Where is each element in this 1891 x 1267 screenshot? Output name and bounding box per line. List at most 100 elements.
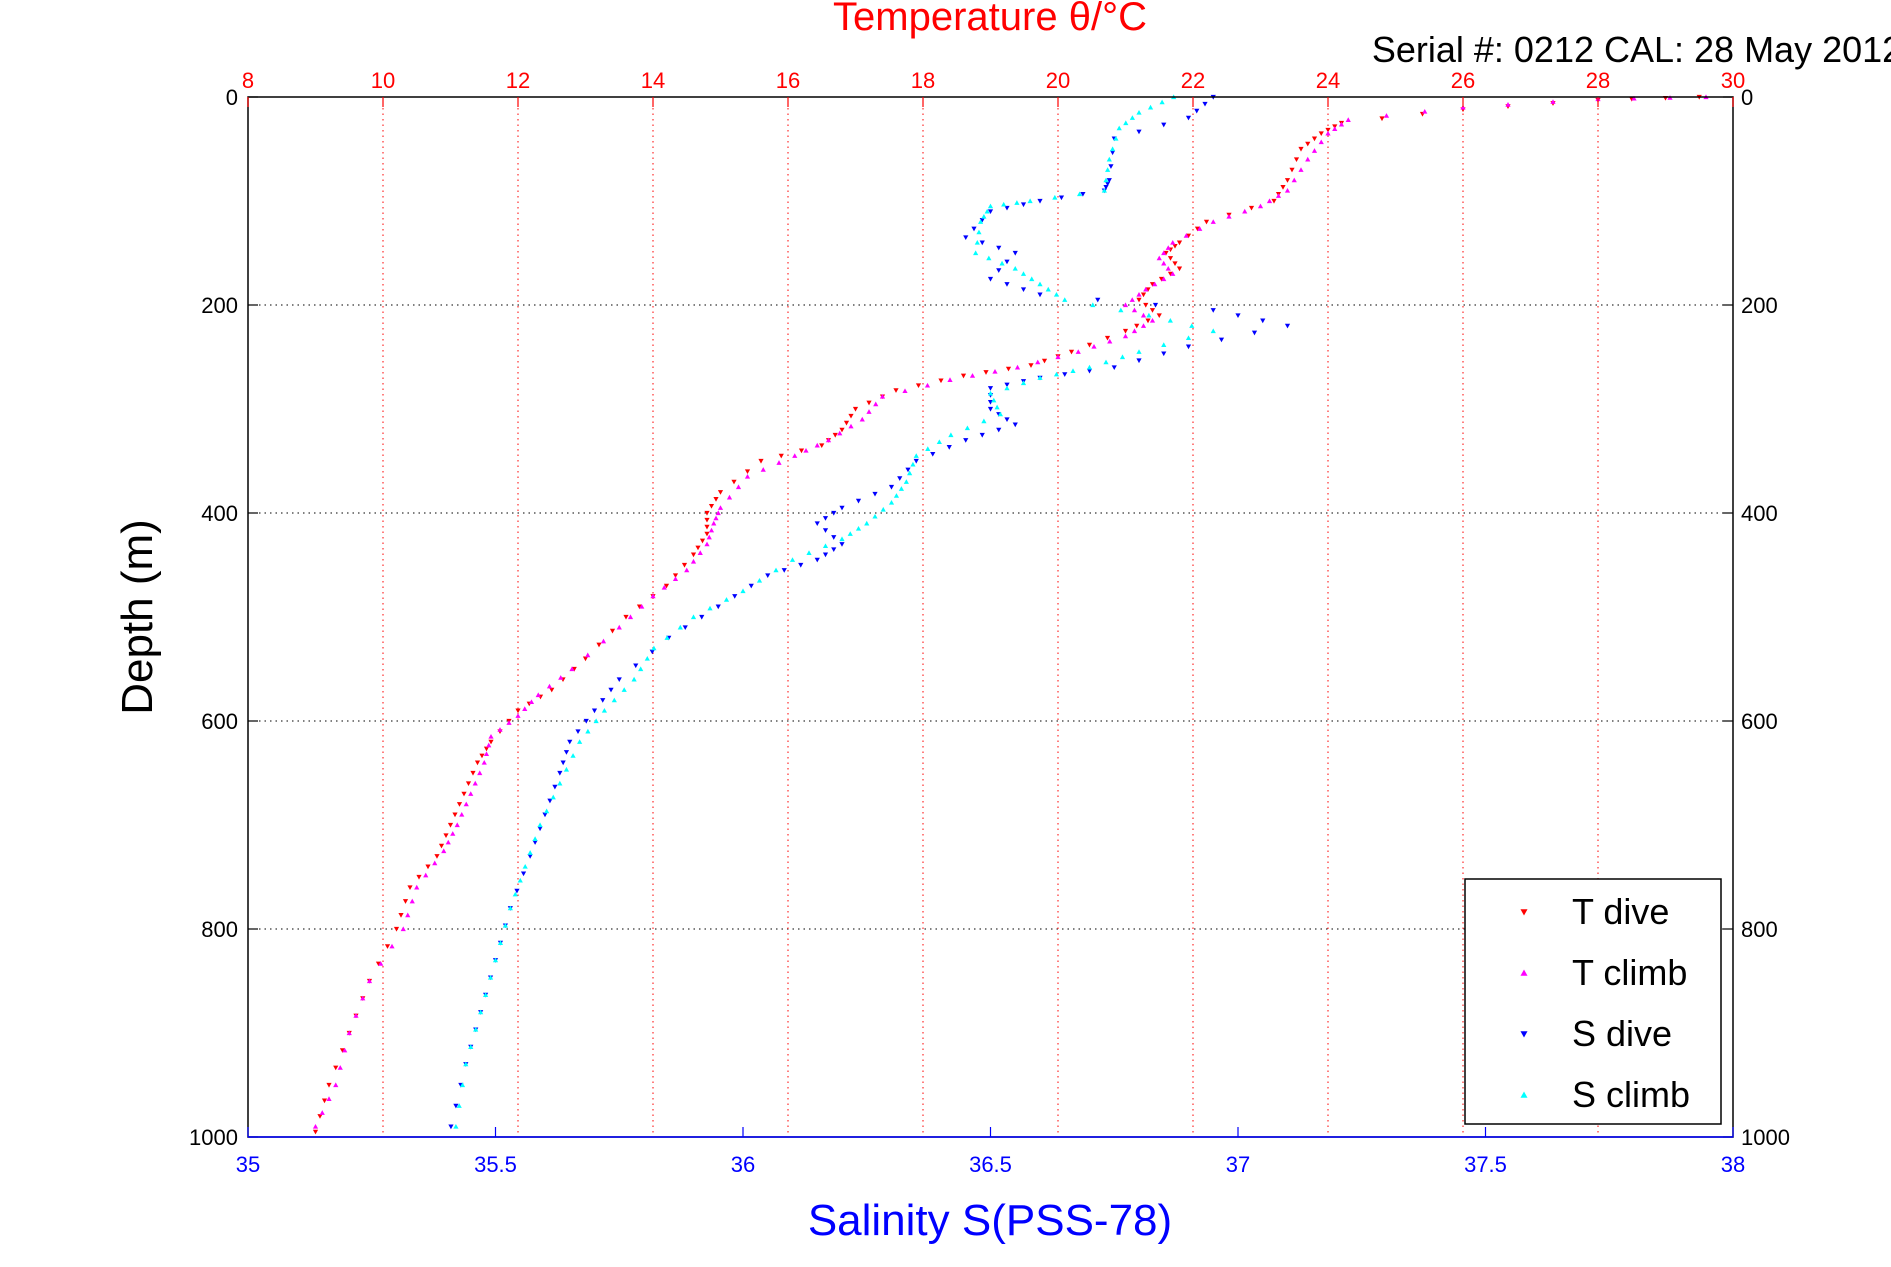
point-s-climb — [978, 219, 984, 224]
point-t-climb — [760, 467, 766, 472]
point-s-climb — [1136, 110, 1142, 115]
point-t-climb — [441, 848, 447, 854]
point-s-climb — [1077, 191, 1083, 197]
depth-tick-label-right: 400 — [1741, 501, 1778, 526]
point-s-dive — [822, 552, 829, 558]
point-t-climb — [1131, 328, 1138, 334]
point-s-climb — [936, 439, 942, 445]
point-s-climb — [1116, 125, 1122, 131]
point-s-dive — [897, 476, 903, 481]
point-t-climb — [650, 593, 656, 599]
point-t-climb — [1129, 297, 1135, 302]
legend-label-s-climb: S climb — [1572, 1074, 1690, 1115]
temperature-tick-label: 24 — [1316, 68, 1340, 93]
point-s-dive — [798, 562, 804, 568]
legend-marker-t-dive — [1520, 909, 1528, 916]
point-s-climb — [740, 588, 746, 594]
salinity-tick-label: 38 — [1721, 1152, 1745, 1177]
point-t-climb — [1161, 276, 1167, 282]
point-t-climb — [414, 884, 420, 890]
point-t-dive — [317, 1114, 323, 1119]
point-s-climb — [981, 418, 987, 424]
point-t-dive — [1305, 141, 1311, 147]
point-t-climb — [639, 604, 645, 609]
legend-marker-t-climb — [1520, 969, 1528, 976]
point-s-climb — [463, 1061, 469, 1067]
point-t-climb — [346, 1030, 352, 1036]
point-t-climb — [600, 638, 607, 644]
point-t-climb — [378, 961, 384, 966]
legend-marker-s-climb — [1520, 1091, 1528, 1098]
point-s-dive — [1103, 185, 1109, 190]
point-t-dive — [407, 885, 413, 890]
point-s-dive — [537, 826, 543, 832]
point-t-climb — [1165, 245, 1171, 250]
point-t-climb — [409, 898, 415, 904]
point-s-climb — [976, 229, 982, 235]
point-t-climb — [1631, 95, 1637, 101]
depth-tick-label-right: 600 — [1741, 709, 1778, 734]
point-s-dive — [1161, 351, 1167, 357]
point-s-climb — [973, 250, 979, 256]
point-t-dive — [1149, 308, 1156, 313]
point-t-climb — [1122, 302, 1129, 308]
point-t-dive — [1318, 131, 1324, 136]
point-s-dive — [1004, 205, 1010, 211]
point-t-dive — [832, 432, 838, 438]
point-t-dive — [609, 628, 616, 634]
point-s-dive — [1161, 122, 1167, 128]
point-t-dive — [452, 812, 458, 818]
point-s-climb — [1086, 364, 1093, 370]
point-t-climb — [497, 727, 503, 732]
point-s-dive — [1218, 337, 1225, 343]
point-s-climb — [1090, 302, 1096, 308]
point-t-dive — [456, 802, 463, 807]
point-s-dive — [527, 854, 533, 859]
point-t-dive — [915, 383, 922, 389]
point-s-climb — [459, 1082, 466, 1088]
point-s-dive — [1210, 308, 1216, 313]
point-t-dive — [1158, 276, 1165, 282]
depth-tick-label-right: 800 — [1741, 917, 1778, 942]
temperature-tick-label: 30 — [1721, 68, 1745, 93]
point-s-dive — [996, 427, 1002, 433]
point-t-dive — [1167, 256, 1174, 261]
point-s-dive — [1058, 195, 1065, 201]
point-t-climb — [468, 791, 474, 796]
point-t-climb — [450, 831, 456, 836]
point-s-climb — [527, 850, 533, 855]
point-s-climb — [677, 624, 683, 630]
point-t-climb — [776, 460, 782, 465]
point-t-climb — [515, 713, 521, 718]
point-s-climb — [1045, 286, 1051, 292]
point-t-climb — [1318, 139, 1324, 145]
point-t-climb — [690, 558, 697, 564]
point-t-dive — [1325, 127, 1331, 133]
point-t-climb — [481, 760, 487, 765]
point-t-climb — [312, 1124, 319, 1129]
point-s-dive — [1235, 313, 1241, 318]
point-t-dive — [1134, 323, 1140, 329]
point-s-dive — [715, 604, 721, 610]
point-t-dive — [488, 739, 494, 745]
point-s-dive — [930, 451, 936, 457]
point-s-dive — [979, 432, 985, 438]
point-s-climb — [593, 718, 599, 724]
point-s-dive — [996, 268, 1002, 273]
point-t-climb — [1136, 292, 1142, 297]
point-s-dive — [765, 573, 771, 578]
point-t-dive — [384, 944, 391, 949]
point-t-dive — [1185, 233, 1192, 239]
point-t-dive — [1176, 266, 1183, 272]
point-s-dive — [552, 784, 558, 790]
point-t-climb — [445, 839, 451, 845]
point-s-climb — [903, 479, 909, 484]
point-s-climb — [664, 635, 670, 640]
point-s-climb — [806, 550, 812, 555]
point-s-climb — [537, 822, 543, 828]
point-s-dive — [831, 547, 837, 552]
point-s-dive — [1086, 368, 1093, 374]
point-t-climb — [837, 430, 843, 436]
chart-subtitle: Serial #: 0212 CAL: 28 May 2012 — [1372, 29, 1891, 70]
